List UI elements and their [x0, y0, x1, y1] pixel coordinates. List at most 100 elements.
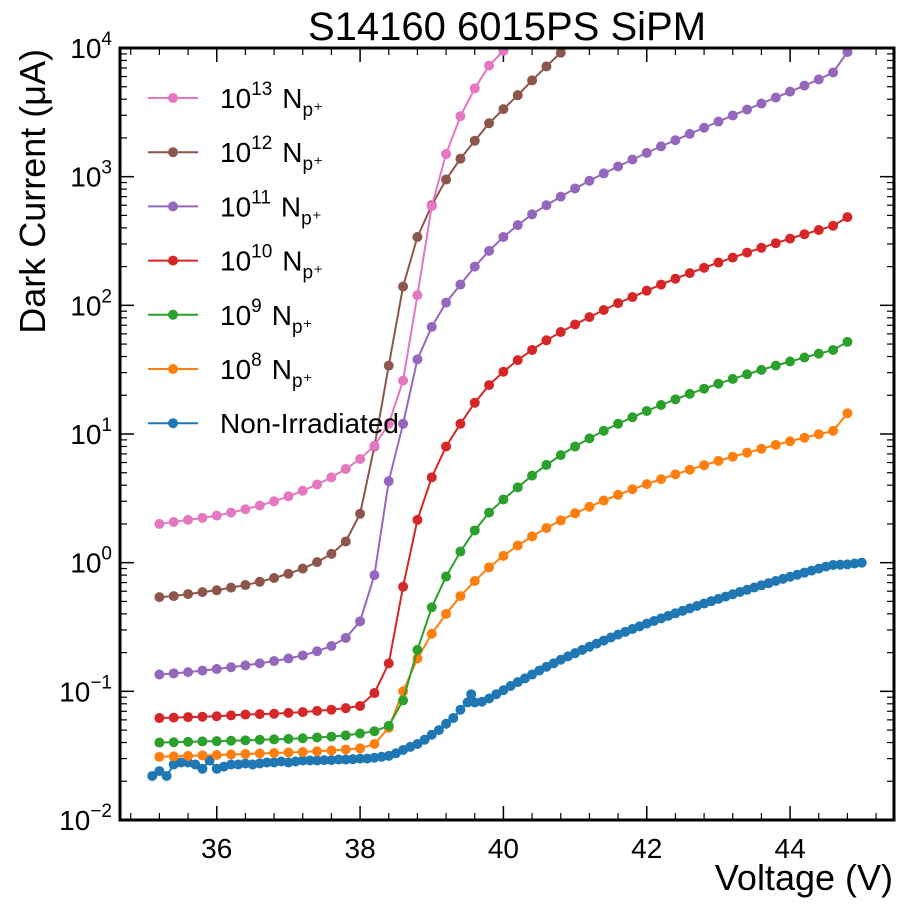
- legend-label: 1013 Np⁺: [220, 79, 323, 121]
- data-point: [541, 200, 552, 211]
- data-point: [555, 191, 566, 202]
- data-point: [598, 168, 609, 179]
- data-point: [512, 90, 523, 101]
- data-point: [383, 476, 394, 487]
- data-point: [297, 733, 308, 744]
- data-point: [541, 522, 552, 533]
- data-point: [326, 755, 337, 766]
- data-point: [254, 500, 265, 511]
- data-point: [785, 86, 796, 97]
- y-tick-label: 101: [70, 415, 112, 450]
- data-point: [527, 209, 538, 220]
- data-point: [813, 225, 824, 235]
- data-point: [498, 550, 509, 561]
- legend-symbol: N: [281, 191, 301, 222]
- data-point: [326, 472, 337, 483]
- legend-marker: [168, 418, 178, 429]
- data-point: [197, 587, 208, 598]
- legend-marker: [168, 147, 178, 158]
- data-point: [226, 582, 237, 593]
- data-point: [684, 464, 695, 475]
- y-tick-base: 10: [70, 33, 101, 64]
- data-point: [226, 710, 237, 721]
- data-point: [412, 290, 423, 301]
- data-point: [340, 632, 351, 643]
- data-point: [842, 336, 853, 347]
- y-tick-base: 10: [70, 290, 101, 321]
- data-point: [355, 728, 366, 739]
- series-group: [147, 557, 867, 781]
- data-point: [240, 709, 251, 720]
- data-point: [828, 220, 839, 231]
- data-point: [512, 220, 523, 231]
- legend-entry: 1012 Np⁺: [148, 133, 323, 175]
- data-point: [254, 709, 265, 720]
- legend-subscript: p⁺: [292, 371, 313, 392]
- data-point: [555, 48, 566, 58]
- legend-entry: 109 Np⁺: [148, 296, 313, 338]
- data-point: [699, 262, 710, 273]
- data-point: [555, 515, 566, 526]
- y-tick-label: 103: [70, 158, 112, 193]
- data-point: [498, 494, 509, 505]
- data-point: [211, 736, 222, 747]
- data-point: [383, 360, 394, 371]
- data-point: [670, 273, 681, 284]
- data-point: [398, 281, 409, 292]
- data-point: [326, 745, 337, 756]
- data-point: [168, 591, 179, 602]
- data-point: [240, 580, 251, 591]
- data-point: [340, 730, 351, 741]
- data-point: [842, 48, 853, 58]
- legend-exponent: 9: [251, 296, 262, 317]
- plot-frame: [118, 46, 896, 822]
- data-point: [469, 135, 480, 146]
- data-point: [813, 74, 824, 85]
- series-line: [159, 340, 848, 744]
- data-point: [226, 662, 237, 673]
- y-tick-exponent: 0: [101, 544, 112, 565]
- data-point: [541, 61, 552, 72]
- x-tick-label: 38: [345, 833, 376, 864]
- legend-entry: 1011 Np⁺: [148, 187, 322, 229]
- data-point: [168, 737, 179, 748]
- data-point: [412, 231, 423, 242]
- data-point: [484, 507, 495, 518]
- data-point: [426, 602, 437, 613]
- data-point: [713, 116, 724, 127]
- series-line: [159, 50, 505, 525]
- data-point: [369, 688, 380, 699]
- data-point: [469, 697, 480, 708]
- legend-label: 1012 Np⁺: [220, 133, 323, 175]
- data-point: [269, 747, 280, 758]
- data-point: [154, 766, 165, 777]
- data-point: [842, 408, 853, 419]
- data-point: [570, 319, 581, 330]
- data-point: [727, 373, 738, 384]
- data-point: [369, 738, 380, 749]
- data-point: [197, 665, 208, 676]
- data-point: [312, 557, 323, 568]
- data-point: [498, 104, 509, 115]
- data-point: [498, 48, 509, 56]
- data-point: [211, 510, 222, 521]
- data-point: [727, 110, 738, 121]
- data-point: [183, 514, 194, 525]
- data-point: [785, 356, 796, 367]
- data-point: [613, 298, 624, 309]
- data-point: [211, 664, 222, 675]
- data-point: [828, 425, 839, 436]
- data-point: [398, 695, 409, 706]
- data-point: [355, 616, 366, 627]
- data-point: [742, 447, 753, 458]
- data-point: [541, 335, 552, 346]
- data-point: [627, 292, 638, 303]
- data-point: [326, 641, 337, 652]
- data-point: [555, 327, 566, 338]
- data-point: [799, 229, 810, 240]
- data-point: [312, 705, 323, 716]
- y-tick-label: 100: [70, 544, 112, 579]
- data-point: [684, 268, 695, 279]
- data-point: [613, 489, 624, 500]
- data-point: [498, 231, 509, 242]
